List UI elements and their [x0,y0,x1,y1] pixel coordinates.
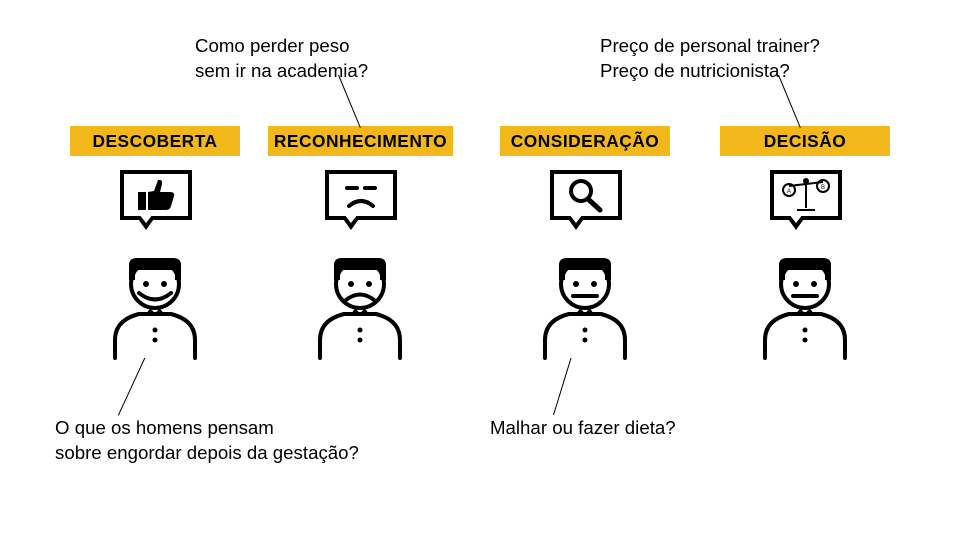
bubble-descoberta [120,170,192,220]
svg-text:B: B [821,185,825,191]
stage-label-consideracao: CONSIDERAÇÃO [500,126,670,156]
caption-decisao: Preço de personal trainer? Preço de nutr… [600,33,820,83]
stage-label-reconhecimento: RECONHECIMENTO [268,126,453,156]
stage-label-text: CONSIDERAÇÃO [511,131,659,152]
bubble-decisao: A B [770,170,842,220]
caption-descoberta: O que os homens pensam sobre engordar de… [55,415,359,465]
bubble-consideracao [550,170,622,220]
svg-text:A: A [787,189,791,195]
caption-reconhecimento: Como perder peso sem ir na academia? [195,33,368,83]
scale-icon: A B [779,176,833,214]
stage-label-descoberta: DESCOBERTA [70,126,240,156]
funnel-diagram: { "background_color": "#ffffff", "stage_… [0,0,960,540]
stage-label-text: RECONHECIMENTO [274,131,447,152]
bubble-reconhecimento [325,170,397,220]
magnifier-icon [566,177,606,213]
stage-label-text: DESCOBERTA [92,131,217,152]
stage-label-decisao: DECISÃO [720,126,890,156]
caption-consideracao: Malhar ou fazer dieta? [490,415,676,440]
person-descoberta [95,240,215,360]
person-consideracao [525,240,645,360]
person-decisao [745,240,865,360]
sad-face-icon [339,178,383,212]
thumbs-up-icon [136,178,176,212]
stage-label-text: DECISÃO [764,131,846,152]
person-reconhecimento [300,240,420,360]
